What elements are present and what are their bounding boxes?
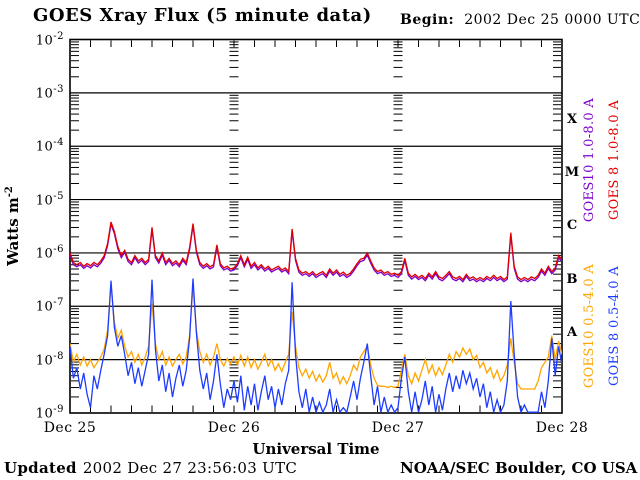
- flare-class-c: C: [566, 218, 578, 234]
- credit-text: NOAA/SEC Boulder, CO USA: [400, 459, 638, 477]
- begin-value: 2002 Dec 25 0000 UTC: [464, 12, 640, 28]
- x-tick-label: Dec 27: [371, 420, 425, 436]
- series-goes8-1.0-8.0: [70, 221, 562, 281]
- y-tick-label: 10-9: [35, 404, 64, 422]
- chart-title: GOES Xray Flux (5 minute data): [33, 5, 372, 26]
- y-tick-label: 10-6: [35, 243, 64, 262]
- updated-label: Updated: [4, 459, 77, 477]
- flare-class-m: M: [564, 164, 580, 180]
- updated-value: 2002 Dec 27 23:56:03 UTC: [82, 459, 298, 477]
- y-tick-label: 10-5: [35, 190, 64, 208]
- flare-class-a: A: [566, 324, 578, 340]
- updated-timestamp: Updated 2002 Dec 27 23:56:03 UTC: [4, 459, 297, 477]
- x-tick-label: Dec 26: [207, 420, 261, 436]
- y-tick-label: 10-2: [35, 30, 64, 48]
- goes10-1-0-8-0-a: GOES10 1.0-8.0 A: [582, 97, 597, 223]
- begin-label: Begin:: [400, 12, 455, 28]
- y-tick-label: 10-3: [35, 83, 64, 102]
- flare-class-x: X: [566, 111, 578, 127]
- goes10-0-5-4-0-a: GOES10 0.5-4.0 A: [582, 263, 597, 389]
- begin-time: Begin: 2002 Dec 25 0000 UTC: [400, 12, 640, 28]
- y-tick-label: 10-7: [35, 297, 64, 315]
- series-goes10-0.5-4.0: [70, 284, 562, 390]
- x-tick-label: Dec 25: [43, 420, 97, 436]
- x-axis-title: Universal Time: [252, 440, 380, 458]
- y-tick-label: 10-8: [35, 350, 64, 368]
- y-axis-title: Watts m-2: [4, 186, 22, 266]
- series-goes8-0.5-4.0: [70, 278, 562, 413]
- y-tick-label: 10-4: [35, 137, 64, 155]
- goes-8-1-0-8-0-a: GOES 8 1.0-8.0 A: [607, 99, 622, 221]
- x-tick-label: Dec 28: [535, 420, 589, 436]
- goes-8-0-5-4-0-a: GOES 8 0.5-4.0 A: [607, 265, 622, 387]
- flare-class-b: B: [566, 271, 578, 287]
